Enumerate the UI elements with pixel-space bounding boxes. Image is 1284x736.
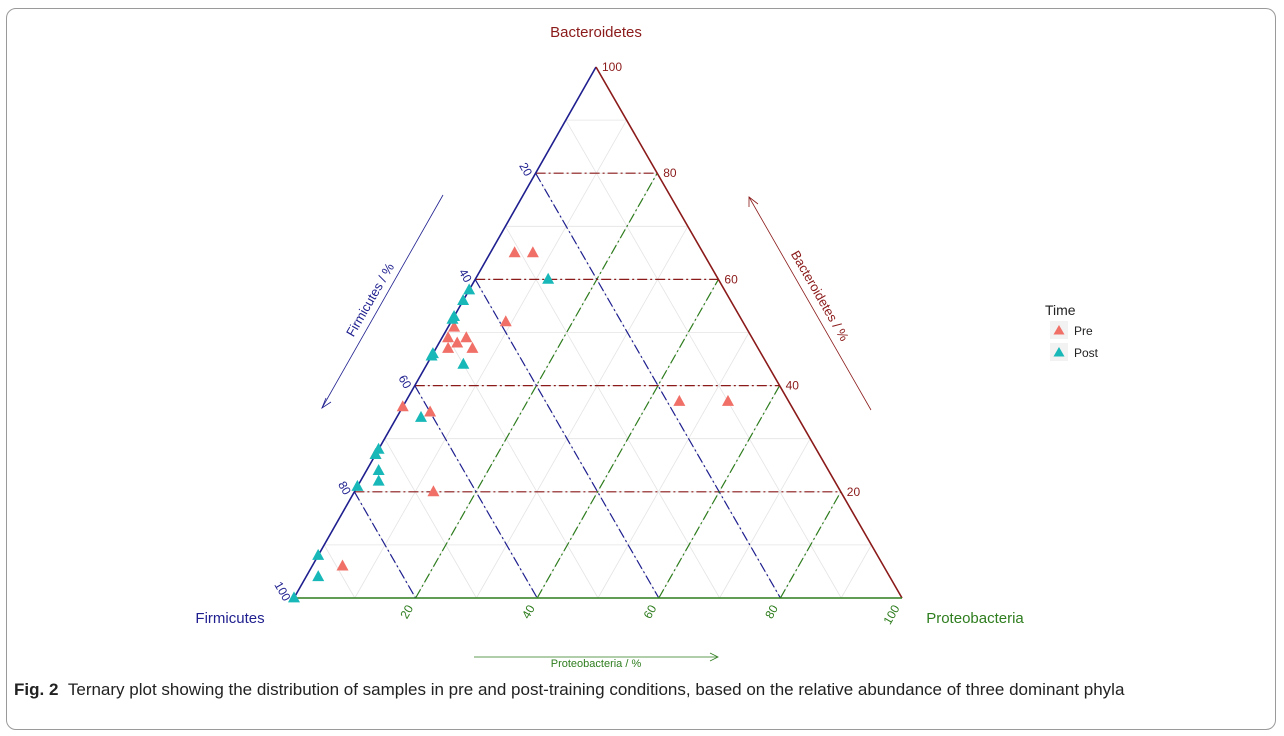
grid-line (476, 226, 689, 599)
point-post (457, 294, 470, 306)
point-pre (442, 331, 455, 343)
point-pre (424, 405, 437, 417)
point-post (372, 474, 385, 486)
point-post (351, 479, 364, 491)
fine-grid (323, 119, 872, 599)
grid-line (505, 226, 720, 599)
grid-line (565, 119, 842, 599)
legend: Time Pre Post (1045, 302, 1099, 361)
apex-label-proteobacteria: Proteobacteria (926, 610, 1024, 627)
point-pre (336, 559, 349, 571)
point-post (457, 357, 470, 369)
point-pre (448, 320, 461, 332)
grid-line (384, 438, 477, 599)
point-post (369, 448, 382, 460)
reference-lines (353, 172, 842, 599)
point-post (312, 570, 325, 582)
proteobacteria-guide-line (415, 172, 658, 599)
grid-line (597, 332, 750, 599)
point-pre (396, 400, 409, 412)
firmicutes-guide-line (474, 279, 660, 599)
point-pre (460, 331, 473, 343)
point-pre (508, 246, 521, 258)
grid-line (354, 119, 627, 599)
firmicutes-guide-line (535, 172, 781, 599)
tick-label-bacteroidetes: 60 (724, 272, 738, 286)
legend-key-post-triangle (1053, 347, 1065, 357)
edge-firmicutes (293, 66, 597, 599)
apex-label-bacteroidetes: Bacteroidetes (550, 24, 642, 41)
point-pre (721, 394, 734, 406)
tick-label-proteobacteria: 40 (519, 602, 538, 621)
point-post (463, 283, 476, 295)
bacteroidetes-axis-arrow (748, 196, 872, 411)
point-post (425, 349, 438, 361)
tick-label-proteobacteria: 20 (397, 602, 416, 621)
tick-label-bacteroidetes: 80 (663, 166, 677, 180)
proteobacteria-guide-line (779, 491, 842, 599)
point-post (542, 272, 555, 284)
point-pre (451, 336, 464, 348)
legend-label-post: Post (1074, 346, 1099, 360)
data-points (288, 246, 734, 603)
tick-label-bacteroidetes: 100 (602, 60, 622, 74)
firmicutes-axis-arrow (321, 194, 444, 410)
tick-label-firmicutes: 20 (516, 160, 535, 179)
tick-label-firmicutes: 60 (396, 373, 415, 392)
tick-label-firmicutes: 40 (456, 266, 475, 285)
figure-label: Fig. 2 (14, 680, 59, 699)
point-pre (673, 394, 686, 406)
apex-label-firmicutes: Firmicutes (195, 610, 264, 627)
grid-line (840, 544, 872, 599)
firmicutes-guide-line (414, 385, 538, 599)
point-pre (499, 315, 512, 327)
edge-bacteroidetes (595, 66, 903, 599)
firmicutes-guide-line (353, 491, 417, 599)
point-pre (442, 341, 455, 353)
grid-line (323, 544, 356, 599)
point-pre (427, 485, 440, 497)
figure-caption-text: Ternary plot showing the distribution of… (67, 680, 1125, 699)
proteobacteria-guide-line (536, 279, 719, 599)
proteobacteria-axis-label: Proteobacteria / % (551, 658, 642, 670)
point-post (372, 463, 385, 475)
point-post (415, 410, 427, 422)
firmicutes-axis-label: Firmicutes / % (343, 260, 397, 339)
grid-line (719, 438, 811, 599)
point-post (312, 548, 325, 560)
bacteroidetes-axis-label: Bacteroidetes / % (788, 248, 852, 344)
tick-label-firmicutes: 80 (335, 479, 354, 498)
proteobacteria-axis-arrow (474, 652, 719, 662)
legend-label-pre: Pre (1074, 324, 1093, 338)
point-pre (526, 246, 539, 258)
grid-line (444, 332, 599, 599)
tick-label-bacteroidetes: 20 (847, 485, 861, 499)
legend-title: Time (1045, 302, 1076, 318)
triangle-edges (293, 66, 903, 599)
figure-frame (6, 8, 1276, 730)
point-post (446, 312, 459, 324)
point-post (288, 591, 300, 603)
tick-label-bacteroidetes: 40 (786, 379, 800, 393)
tick-label-proteobacteria: 80 (762, 602, 781, 621)
point-pre (466, 341, 479, 353)
legend-key-pre-triangle (1053, 325, 1065, 335)
proteobacteria-guide-line (658, 385, 781, 599)
figure-caption: Fig. 2 Ternary plot showing the distribu… (14, 678, 1264, 702)
tick-label-proteobacteria: 100 (880, 602, 902, 627)
tick-label-proteobacteria: 60 (641, 602, 660, 621)
